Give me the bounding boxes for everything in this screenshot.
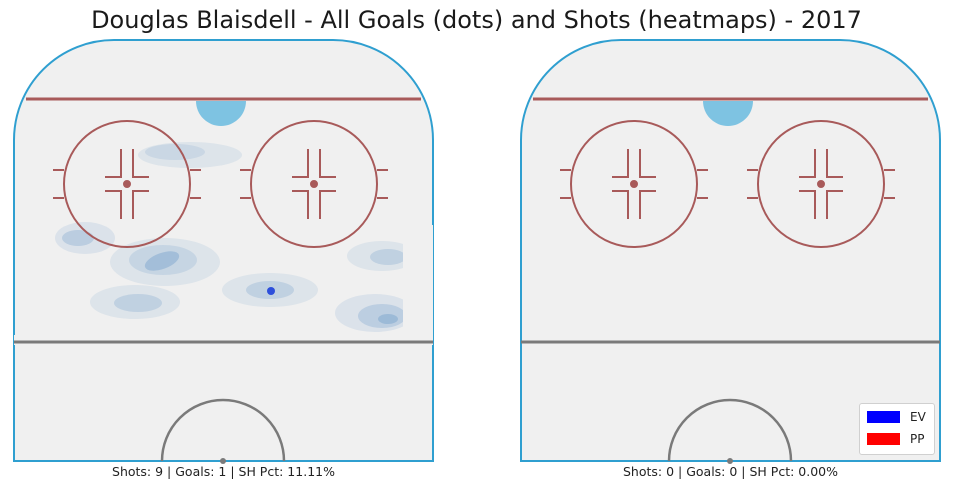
center-dot-left: [220, 458, 226, 464]
heat-blob-left-edge: [55, 222, 115, 254]
heat-blob-right-lower: [335, 294, 415, 332]
rink-right: [520, 39, 941, 464]
heat-blob-lower-left: [90, 285, 180, 319]
legend-swatch-ev: [867, 411, 900, 423]
faceoff-circle-right-a: [560, 120, 708, 248]
legend-item-ev: EV: [867, 409, 926, 425]
ice-surface-right: [520, 39, 941, 462]
ice-surface-left: [13, 39, 434, 462]
center-circle-right: [667, 398, 793, 462]
center-circle-left: [160, 398, 286, 462]
heat-blob-center: [110, 238, 220, 286]
heat-blob-top: [138, 142, 242, 168]
faceoff-circle-left-b: [240, 120, 388, 248]
legend-item-pp: PP: [867, 431, 924, 447]
legend-label-pp: PP: [910, 432, 925, 446]
faceoff-circle-left-a: [53, 120, 201, 248]
panel-caption-left: Shots: 9 | Goals: 1 | SH Pct: 11.11%: [112, 464, 335, 479]
goal-crease-right: [703, 101, 753, 126]
rink-left: [13, 39, 434, 464]
chart-title: Douglas Blaisdell - All Goals (dots) and…: [91, 6, 862, 34]
center-dot-right: [727, 458, 733, 464]
goal-dot: [267, 287, 275, 295]
legend-swatch-pp: [867, 433, 900, 445]
legend-label-ev: EV: [910, 410, 926, 424]
heat-blob-right-upper: [347, 241, 417, 271]
panel-caption-right: Shots: 0 | Goals: 0 | SH Pct: 0.00%: [622, 464, 838, 479]
shot-heatmap-left: [14, 142, 433, 345]
legend: EV PP: [859, 403, 935, 455]
goal-crease-left: [196, 101, 246, 126]
faceoff-circle-right-b: [747, 120, 895, 248]
